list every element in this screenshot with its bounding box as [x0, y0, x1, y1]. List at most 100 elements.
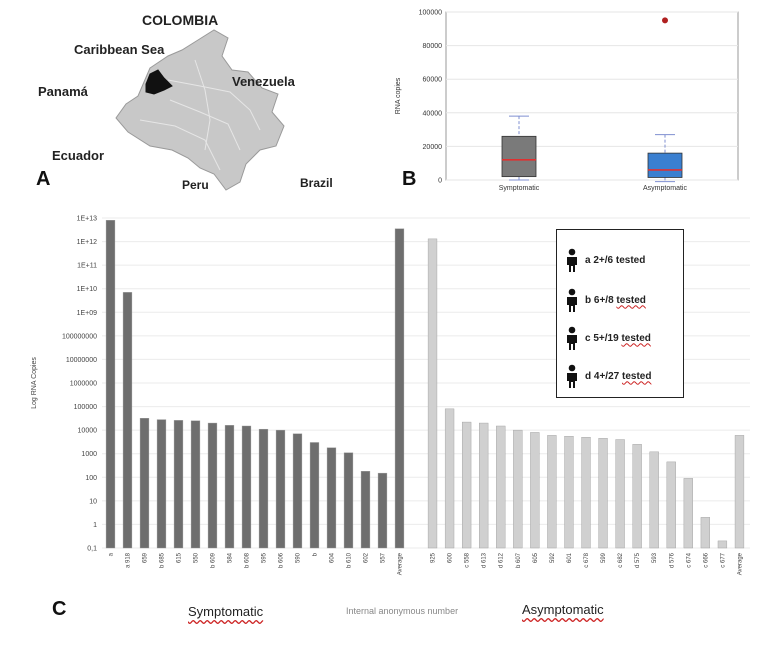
bar-symptomatic [241, 425, 252, 549]
legend-suffix: tested [621, 332, 651, 344]
plot-frame [445, 11, 739, 181]
panel-b-boxplot: 0 20000 40000 60000 80000 100000 RNA copies Sym… [380, 0, 765, 200]
bar-asymptomatic [649, 451, 659, 549]
map-label-panama: Panamá [38, 84, 88, 99]
bar-symptomatic [309, 442, 320, 549]
footer-internal-number: Internal anonymous number [346, 606, 459, 616]
bar-asymptomatic [683, 478, 693, 549]
bar-asymptomatic [479, 422, 489, 549]
outlier-point [662, 17, 668, 24]
log-barchart-svg: 0,1 1 10 100 1000 10000 100000 1000000 10000000 1… [31, 216, 750, 575]
bar-symptomatic [275, 429, 286, 549]
person-icon [567, 288, 577, 312]
y-tick-label: 100000 [74, 404, 97, 411]
x-tick-label: c 558 [465, 552, 471, 567]
x-tick-label: d 612 [499, 552, 505, 568]
x-tick-label: 659 [143, 552, 149, 563]
y-tick-label: 100000 [419, 10, 442, 17]
box-asymptomatic [647, 152, 683, 178]
y-tick-label: 0,1 [87, 546, 97, 553]
bar-symptomatic [156, 419, 167, 549]
x-tick-label: b 607 [516, 552, 522, 568]
bar-asymptomatic [666, 461, 676, 549]
bar-asymptomatic [513, 429, 523, 549]
x-tick-label: 593 [652, 552, 658, 563]
map-label-brazil: Brazil [300, 176, 333, 190]
legend-code: d [585, 370, 592, 382]
y-tick-label: 1E+13 [77, 216, 98, 223]
y-tick-label: 1E+12 [77, 239, 98, 246]
x-tick-label: d 613 [482, 552, 488, 568]
box-symptomatic [501, 135, 537, 178]
bar-asymptomatic [717, 540, 728, 549]
y-tick-label: 10000000 [66, 357, 97, 364]
y-axis-label: RNA copies [395, 77, 402, 114]
x-tick-label: b 608 [245, 552, 251, 568]
x-tick-label: 602 [364, 552, 370, 563]
bar-asymptomatic [598, 438, 608, 549]
x-tick-label: 599 [601, 552, 607, 563]
person-icon [567, 364, 577, 388]
y-tick-label: 0 [438, 178, 442, 185]
bar-symptomatic [224, 425, 235, 549]
y-tick-label: 1 [93, 522, 97, 529]
x-tick-label: b 606 [279, 552, 285, 568]
map-label-colombia: COLOMBIA [142, 12, 219, 28]
y-tick-label: 100000000 [62, 333, 97, 340]
y-tick-label: 10 [89, 498, 97, 505]
x-tick-label: Asymptomatic [643, 185, 687, 192]
legend-item-a: a 2+/6 tested [565, 248, 645, 272]
x-tick-label: c 678 [584, 552, 590, 567]
x-tick-label: a 918 [126, 552, 132, 568]
x-tick-label: b 609 [211, 552, 217, 568]
x-tick-label: a [109, 552, 115, 556]
bar-symptomatic [173, 420, 184, 549]
x-tick-label: b 685 [160, 552, 166, 568]
y-tick-label: 1000 [81, 451, 97, 458]
bar-asymptomatic [496, 425, 506, 549]
y-tick-label: 100 [85, 475, 97, 482]
y-tick-label: 40000 [423, 110, 443, 117]
x-tick-label: c 674 [686, 552, 692, 567]
x-tick-label: 605 [533, 552, 539, 563]
bar-asymptomatic [461, 421, 472, 549]
bar-asymptomatic [581, 437, 591, 549]
bar-symptomatic [394, 228, 405, 549]
y-tick-label: 1E+10 [77, 286, 98, 293]
y-tick-label: 1E+09 [77, 310, 98, 317]
x-tick-label: 925 [431, 552, 437, 563]
bar-asymptomatic [564, 436, 574, 549]
x-tick-label: 601 [567, 552, 573, 563]
x-tick-label: 615 [177, 552, 183, 563]
legend-count: 4+/27 [593, 370, 620, 382]
x-tick-label: b 610 [347, 552, 353, 568]
panel-c-barchart: 0,1 1 10 100 1000 10000 100000 1000000 10000000 1… [0, 200, 765, 640]
x-tick-label: c 682 [618, 552, 624, 567]
bar-asymptomatic [444, 408, 455, 549]
bar-symptomatic [360, 471, 371, 549]
bar-symptomatic [122, 292, 133, 549]
legend-code: a [585, 254, 591, 266]
y-axis-label: Log RNA Copies [31, 357, 38, 409]
x-tick-label: Average [737, 552, 743, 575]
legend-suffix: tested [616, 294, 646, 306]
x-tick-label: d 576 [669, 552, 675, 568]
bar-asymptomatic [530, 432, 540, 549]
study-region-marker [145, 69, 173, 95]
bar-asymptomatic [547, 435, 557, 549]
y-tick-label: 60000 [423, 77, 443, 84]
y-tick-label: 1E+11 [77, 263, 97, 270]
legend-count: 2+/6 [593, 254, 614, 266]
bar-symptomatic [190, 420, 201, 549]
x-tick-label: b [313, 552, 319, 556]
bar-symptomatic [139, 418, 150, 549]
x-tick-label: 584 [228, 552, 234, 563]
x-tick-label: 592 [550, 552, 556, 563]
x-tick-label: 590 [296, 552, 302, 563]
map-label-peru: Peru [182, 178, 209, 192]
bar-symptomatic [326, 447, 337, 549]
person-icon [567, 248, 577, 272]
panel-a-map: COLOMBIA Caribbean Sea Panamá Venezuela … [0, 0, 380, 200]
footer-symptomatic: Symptomatic [188, 604, 264, 619]
legend-count: 5+/19 [593, 332, 619, 344]
